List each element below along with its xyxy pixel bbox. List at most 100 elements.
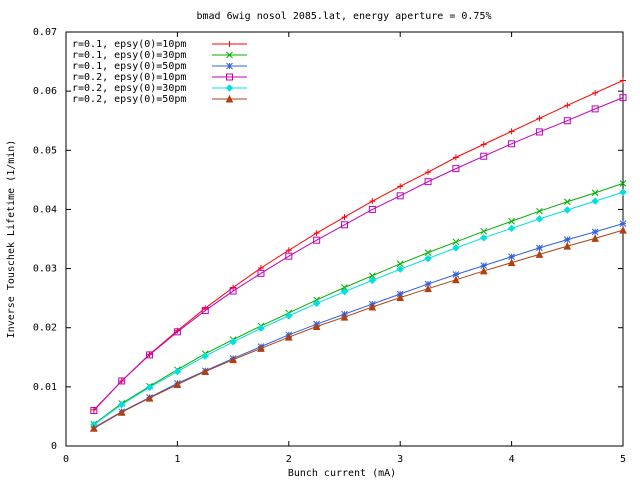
series-5-line xyxy=(93,191,624,426)
legend-label: r=0.2, epsy(0)=50pm xyxy=(72,94,186,105)
series-3-point xyxy=(536,244,543,252)
series-3-point xyxy=(424,280,432,288)
series-1-point xyxy=(285,247,292,254)
series-2-point xyxy=(508,217,515,225)
series-4-point xyxy=(313,236,321,244)
series-6-point xyxy=(229,355,237,364)
series-1-point xyxy=(230,284,237,291)
series-6-point xyxy=(90,424,98,432)
series-layer xyxy=(90,77,627,432)
series-1-line xyxy=(93,80,624,411)
series-5-point xyxy=(368,276,377,285)
series-3-point xyxy=(508,253,515,261)
series-1-point xyxy=(425,169,432,176)
series-3-point xyxy=(619,220,627,227)
x-tick-label: 0 xyxy=(63,454,69,465)
series-4-point xyxy=(341,221,348,229)
series-4-point xyxy=(146,351,154,359)
x-tick-label: 2 xyxy=(286,454,292,465)
x-tick-label: 1 xyxy=(174,454,180,465)
series-5-point xyxy=(257,324,265,333)
series-3-point xyxy=(480,262,488,269)
series-1-point xyxy=(452,154,459,161)
series-5-point xyxy=(563,206,572,214)
series-4-point xyxy=(563,117,571,125)
series-1-point xyxy=(564,102,571,109)
series-6-point xyxy=(312,322,321,331)
legend-swatch-marker xyxy=(225,84,234,92)
series-1-point xyxy=(397,183,404,190)
series-6-point xyxy=(563,241,572,250)
series-6-point xyxy=(452,275,460,284)
y-tick-label: 0.03 xyxy=(33,264,57,275)
y-tick-label: 0.01 xyxy=(33,382,57,393)
series-2-point xyxy=(563,198,571,206)
series-2-point xyxy=(368,272,376,280)
series-1-point xyxy=(313,230,320,237)
series-4-point xyxy=(396,192,404,200)
series-1-point xyxy=(592,89,599,96)
series-1-point xyxy=(341,214,348,221)
y-tick-label: 0.05 xyxy=(33,145,57,156)
series-4-point xyxy=(173,328,181,336)
series-5 xyxy=(90,188,627,429)
series-5-point xyxy=(535,215,544,223)
legend-label: r=0.2, epsy(0)=30pm xyxy=(72,83,186,94)
series-6-point xyxy=(479,266,488,275)
series-4-point xyxy=(452,165,460,173)
series-4-point xyxy=(480,152,488,160)
series-4-point xyxy=(257,269,265,277)
x-tick-label: 5 xyxy=(620,454,626,465)
series-2-point xyxy=(591,189,599,197)
series-4-point xyxy=(285,252,293,260)
legend-swatch-marker xyxy=(226,41,233,47)
series-6-point xyxy=(368,302,377,311)
series-6-point xyxy=(340,312,349,321)
series-2-point xyxy=(424,249,432,256)
series-6-point xyxy=(145,393,154,402)
legend-swatch-marker xyxy=(226,51,233,59)
series-5-point xyxy=(452,244,460,252)
series-4-line xyxy=(93,97,624,411)
series-4-point xyxy=(535,128,543,136)
series-6-point xyxy=(201,367,210,375)
series-3-point xyxy=(563,236,571,243)
series-5-point xyxy=(480,234,488,242)
chart-title: bmad 6wig nosol 2085.lat, energy apertur… xyxy=(196,11,491,22)
series-5-point xyxy=(285,312,293,320)
series-3-point xyxy=(591,228,599,236)
legend-swatch-marker xyxy=(225,94,234,103)
series-3-point xyxy=(452,271,460,278)
series-5-point xyxy=(507,224,516,233)
y-axis: 0 0.01 0.02 0.03 0.04 0.05 0.06 0.07 xyxy=(33,27,623,452)
series-5-point xyxy=(117,400,126,409)
legend-swatch-marker xyxy=(226,73,233,81)
series-6-point xyxy=(396,293,405,302)
series-2-point xyxy=(452,238,460,246)
series-3-line xyxy=(93,223,624,429)
series-6-point xyxy=(284,333,293,341)
series-6 xyxy=(90,226,627,432)
series-2-point xyxy=(619,180,627,187)
series-5-point xyxy=(145,383,154,392)
x-axis: 0 1 2 3 4 5 xyxy=(63,32,626,465)
series-4-point xyxy=(591,105,599,113)
series-6-point xyxy=(257,344,265,352)
series-4-point xyxy=(619,94,627,102)
y-axis-label: Inverse Touschek Lifetime (1/min) xyxy=(6,140,17,339)
series-2-point xyxy=(396,260,404,268)
series-1-point xyxy=(536,115,543,122)
series-4-point xyxy=(368,205,376,213)
series-4 xyxy=(90,94,627,415)
series-5-point xyxy=(229,338,237,346)
series-4-point xyxy=(229,287,237,295)
series-1-point xyxy=(480,141,487,148)
series-4-point xyxy=(118,377,126,385)
series-5-point xyxy=(312,299,321,308)
series-6-point xyxy=(619,226,627,234)
series-4-point xyxy=(508,140,516,148)
series-1-point xyxy=(508,128,515,135)
x-tick-label: 3 xyxy=(397,454,403,465)
